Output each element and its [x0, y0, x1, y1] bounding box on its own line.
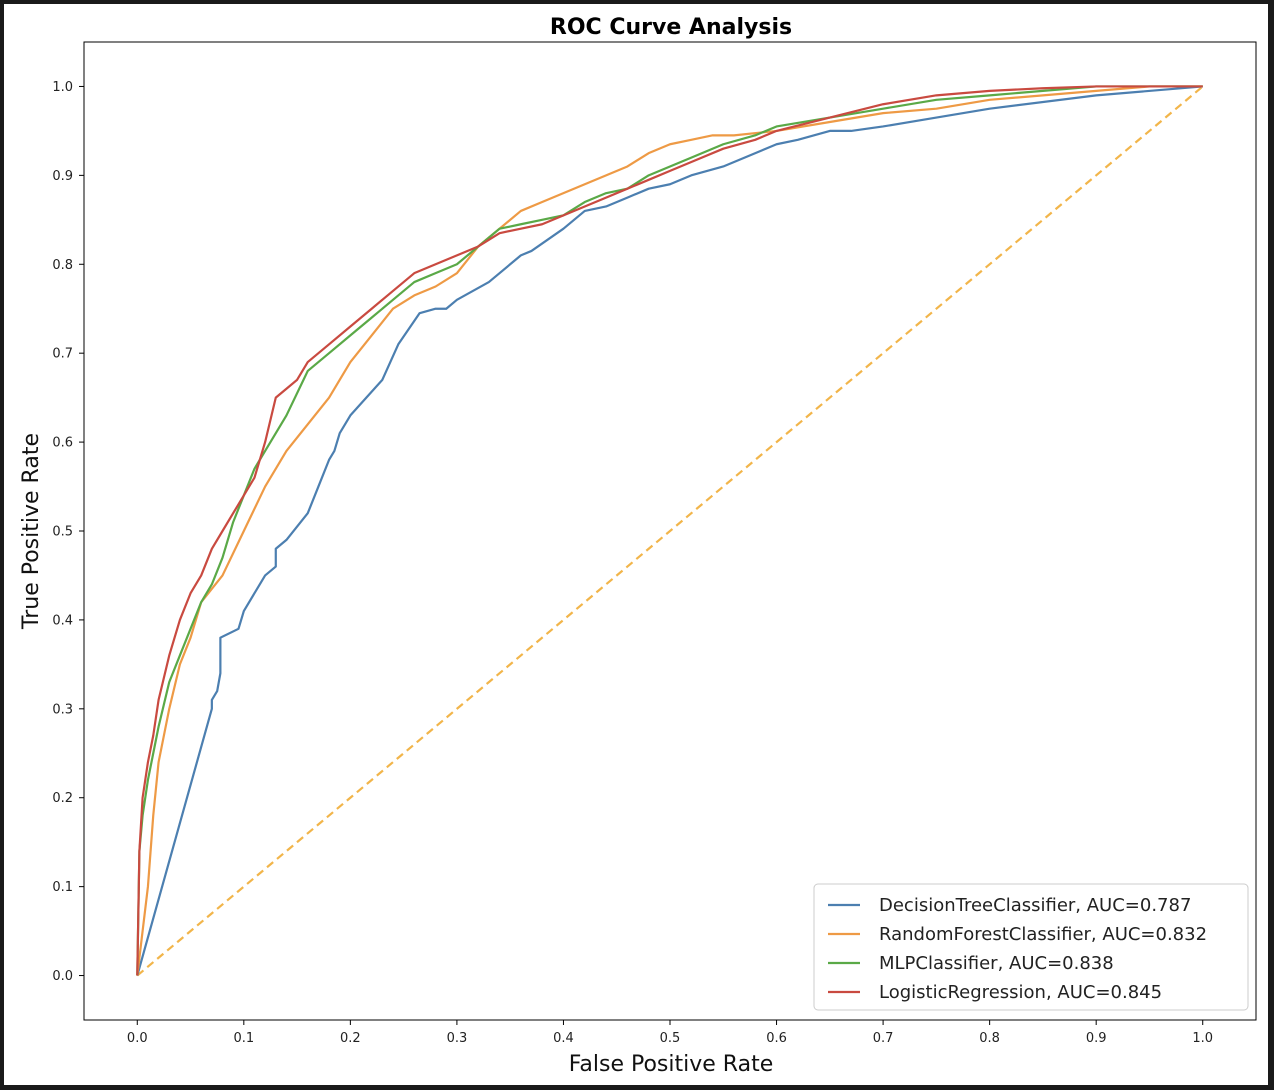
x-tick-label: 0.9: [1086, 1031, 1107, 1046]
y-tick-label: 0.3: [52, 702, 73, 717]
x-tick-label: 0.2: [340, 1031, 361, 1046]
x-tick-label: 0.4: [553, 1031, 574, 1046]
roc-line-mlpclassifier: [136, 85, 1203, 976]
y-tick-label: 0.5: [52, 525, 73, 540]
y-tick-label: 0.6: [52, 436, 73, 451]
plot-border: [83, 41, 1257, 1021]
legend: DecisionTreeClassifier, AUC=0.787 Random…: [813, 883, 1249, 1011]
y-tick-label: 0.2: [52, 791, 73, 806]
chance-diagonal-line: [136, 85, 1204, 977]
roc-line-decisiontreeclassifier: [136, 85, 1203, 976]
x-tick-label: 0.0: [127, 1031, 148, 1046]
legend-label-decisiontree: DecisionTreeClassifier, AUC=0.787: [879, 895, 1191, 916]
legend-label-logistic: LogisticRegression, AUC=0.845: [879, 982, 1162, 1003]
y-tick-label: 0.8: [52, 258, 73, 273]
x-tick-label: 0.5: [660, 1031, 681, 1046]
roc-line-logisticregression: [136, 85, 1203, 976]
y-tick-label: 1.0: [52, 80, 73, 95]
y-tick-label: 0.0: [52, 969, 73, 984]
legend-label-randomforest: RandomForestClassifier, AUC=0.832: [879, 924, 1207, 945]
x-tick-label: 0.6: [766, 1031, 787, 1046]
y-axis-label: True Positive Rate: [19, 433, 44, 630]
x-tick-label: 1.0: [1192, 1031, 1213, 1046]
x-tick-label: 0.3: [447, 1031, 468, 1046]
figure-frame: ROC Curve Analysis 0.0 0.1 0.2 0.3 0.4 0.5 0.6…: [4, 4, 1268, 1085]
diagonal-reference: [136, 85, 1204, 977]
y-tick-label: 0.7: [52, 347, 73, 362]
x-tick-label: 0.8: [979, 1031, 1000, 1046]
roc-chart: ROC Curve Analysis 0.0 0.1 0.2 0.3 0.4 0.5 0.6…: [19, 15, 1257, 1077]
y-tick-label: 0.4: [52, 613, 73, 628]
legend-label-mlp: MLPClassifier, AUC=0.838: [879, 953, 1114, 974]
y-tick-label: 0.9: [52, 169, 73, 184]
x-tick-label: 0.7: [873, 1031, 894, 1046]
x-axis-label: False Positive Rate: [569, 1052, 773, 1077]
series-lines: [136, 85, 1203, 976]
y-tick-label: 0.1: [52, 880, 73, 895]
chart-title: ROC Curve Analysis: [550, 15, 792, 40]
legend-box: [813, 883, 1249, 1011]
axis-ticks: 0.0 0.1 0.2 0.3 0.4 0.5 0.6 0.7 0.8 0.9 1.0 0.0 0.1 0…: [52, 80, 1213, 1046]
x-tick-label: 0.1: [233, 1031, 254, 1046]
